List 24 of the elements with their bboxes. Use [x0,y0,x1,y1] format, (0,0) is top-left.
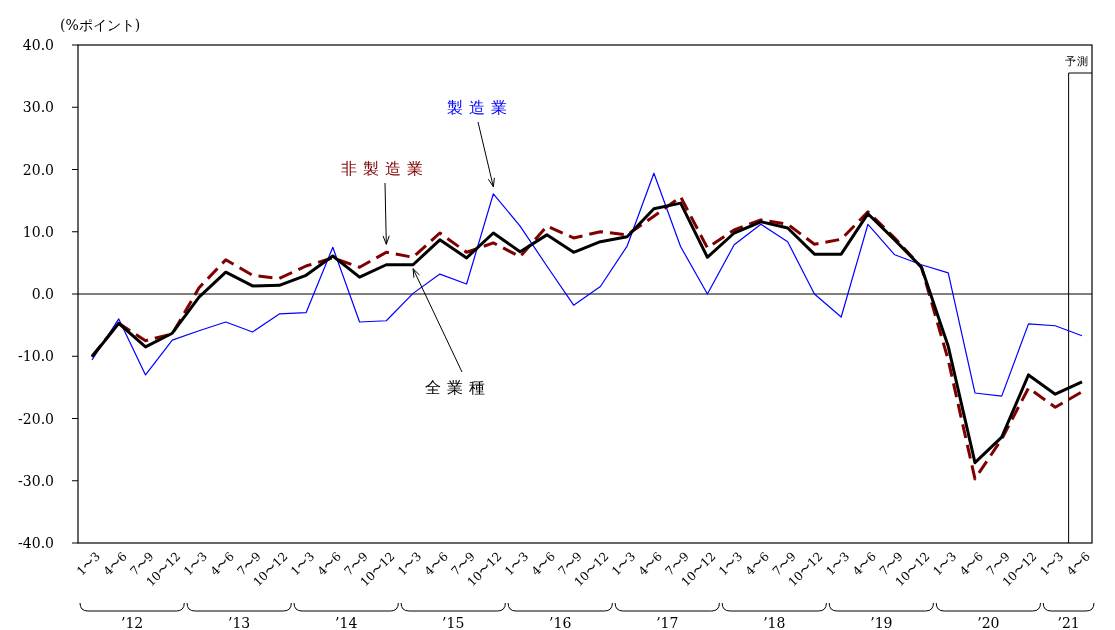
text: ’14 [335,615,358,630]
annotation: 予測 [1065,55,1089,68]
y-tick-label: -40.0 [18,535,54,551]
text: ’16 [549,615,572,630]
y-tick-label: 0.0 [31,286,54,302]
y-tick-label: -10.0 [18,348,54,365]
y-tick-label: 30.0 [22,99,54,116]
text: 製造業 [447,98,513,117]
y-tick-label: -20.0 [18,410,54,427]
y-axis-title: (%ポイント) [60,17,141,33]
text: 全業種 [425,378,491,397]
text: ’18 [763,615,786,630]
y-tick-label: -30.0 [18,472,54,489]
y-tick-label: 10.0 [22,223,54,240]
y-tick-label: 40.0 [22,37,54,53]
text: ’17 [656,615,679,630]
text: ’20 [977,615,1000,630]
text: ’19 [870,615,893,630]
text: ’21 [1057,615,1080,630]
text: 非製造業 [341,159,429,178]
text: ’12 [121,615,144,630]
y-tick-label: 20.0 [22,161,54,178]
text: ’13 [228,615,251,630]
text: ’15 [442,615,465,630]
